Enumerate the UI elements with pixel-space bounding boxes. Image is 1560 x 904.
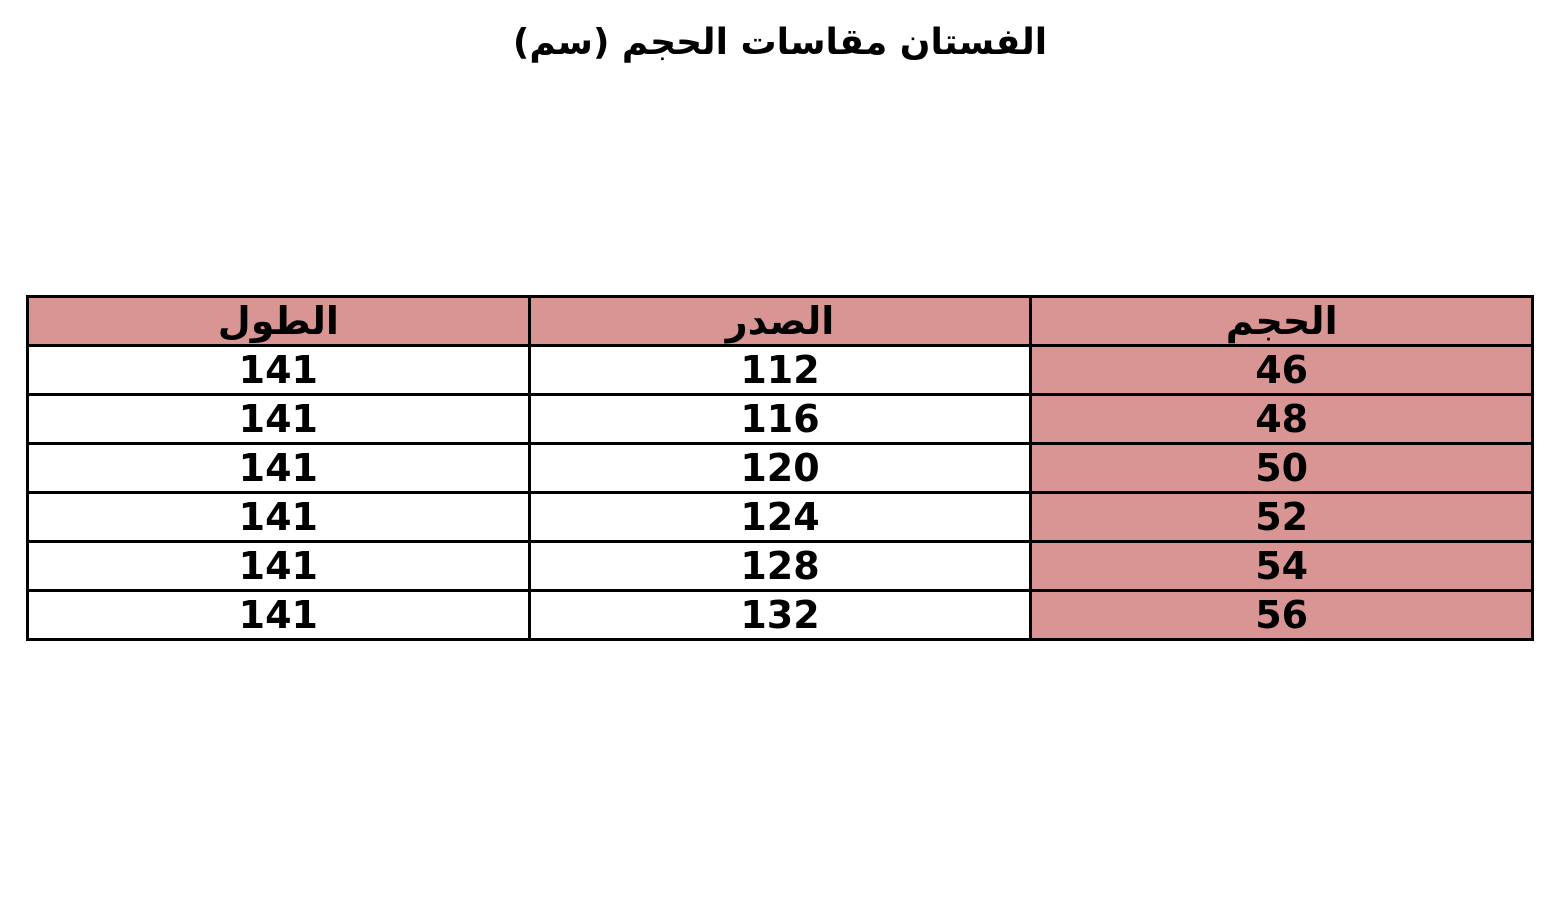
table-row: 54 128 141 [26,540,1534,592]
header-chest: الصدر [527,295,1033,347]
cell-size: 46 [1029,344,1534,396]
table-header-row: الحجم الصدر الطول [26,295,1534,347]
table-row: 52 124 141 [26,491,1534,543]
cell-chest: 120 [527,442,1033,494]
table-row: 50 120 141 [26,442,1534,494]
cell-size: 50 [1029,442,1534,494]
cell-chest: 116 [527,393,1033,445]
table-row: 48 116 141 [26,393,1534,445]
cell-length: 141 [26,540,531,592]
cell-chest: 124 [527,491,1033,543]
cell-chest: 112 [527,344,1033,396]
header-size: الحجم [1029,295,1534,347]
cell-length: 141 [26,393,531,445]
page-title: الفستان مقاسات الحجم (سم) [512,22,1048,63]
header-length: الطول [26,295,531,347]
cell-size: 48 [1029,393,1534,445]
cell-size: 54 [1029,540,1534,592]
size-chart-table: الحجم الصدر الطول 46 112 141 48 116 141 50 120 1… [26,295,1534,641]
table-row: 46 112 141 [26,344,1534,396]
cell-length: 141 [26,491,531,543]
cell-chest: 128 [527,540,1033,592]
cell-length: 141 [26,442,531,494]
table-row: 56 132 141 [26,589,1534,641]
cell-size: 52 [1029,491,1534,543]
cell-length: 141 [26,344,531,396]
cell-size: 56 [1029,589,1534,641]
cell-chest: 132 [527,589,1033,641]
cell-length: 141 [26,589,531,641]
